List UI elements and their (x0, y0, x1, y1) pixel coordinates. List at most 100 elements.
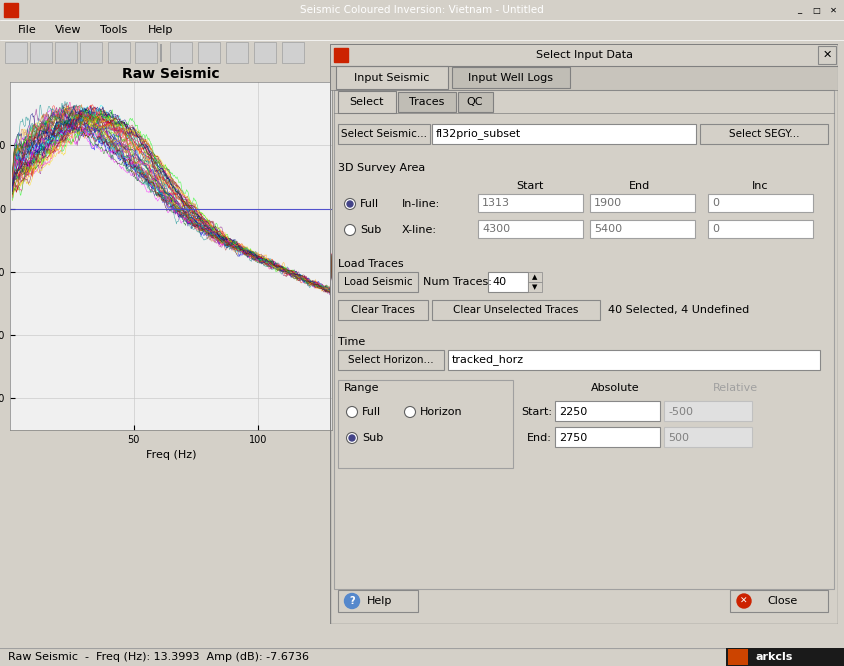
Bar (728, 649, 748, 665)
Bar (284, 46, 300, 60)
Bar (170, 42, 192, 63)
Circle shape (737, 594, 751, 608)
Bar (338, 91, 396, 113)
Text: 0: 0 (712, 198, 719, 208)
Bar (226, 42, 248, 63)
Bar (338, 124, 430, 144)
Bar (331, 45, 837, 66)
Text: Select: Select (349, 97, 384, 107)
Text: 4300: 4300 (482, 224, 510, 234)
Text: Range: Range (344, 383, 380, 393)
Bar (206, 47, 210, 59)
Text: ▲: ▲ (533, 274, 538, 280)
Bar (338, 380, 513, 468)
Text: _: _ (798, 5, 802, 15)
Text: Horizon: Horizon (420, 407, 463, 417)
Bar (452, 67, 570, 88)
Bar (398, 92, 456, 112)
Circle shape (344, 224, 355, 236)
Bar (338, 590, 418, 612)
Text: Start:: Start: (521, 407, 552, 417)
Bar (458, 92, 493, 112)
Bar (201, 47, 205, 59)
Text: Full: Full (360, 199, 379, 209)
Bar (229, 47, 233, 59)
Bar (528, 282, 542, 292)
X-axis label: Freq (Hz): Freq (Hz) (146, 450, 197, 460)
Text: arkcls: arkcls (755, 652, 793, 662)
Text: -500: -500 (668, 407, 693, 417)
Bar (334, 48, 348, 62)
Bar (700, 124, 828, 144)
Text: ✕: ✕ (740, 597, 748, 605)
Bar (432, 300, 600, 320)
Text: Inc: Inc (752, 181, 768, 191)
Text: Input Well Logs: Input Well Logs (468, 73, 554, 83)
Circle shape (347, 432, 358, 444)
Bar (334, 90, 834, 589)
Circle shape (344, 198, 355, 210)
Text: File: File (18, 25, 37, 35)
Text: End: End (630, 181, 651, 191)
Bar (198, 42, 220, 63)
Text: 2750: 2750 (559, 433, 587, 443)
Bar (792, 2, 807, 18)
Bar (708, 220, 813, 238)
Text: Start: Start (517, 181, 544, 191)
Bar (282, 42, 304, 63)
Bar (254, 42, 276, 63)
Text: Traces: Traces (409, 97, 445, 107)
Bar (58, 46, 72, 60)
Text: Seismic Coloured Inversion: Vietnam - Untitled: Seismic Coloured Inversion: Vietnam - Un… (300, 5, 544, 15)
Text: Load Seismic: Load Seismic (344, 277, 413, 287)
Bar (528, 272, 542, 282)
Bar (730, 590, 828, 612)
Text: In-line:: In-line: (402, 199, 441, 209)
Bar (590, 220, 695, 238)
Bar (55, 42, 77, 63)
Text: Close: Close (768, 596, 798, 606)
Text: View: View (55, 25, 82, 35)
Text: Num Traces:: Num Traces: (423, 277, 492, 287)
Text: Load Traces: Load Traces (338, 259, 403, 269)
Bar (80, 42, 102, 63)
Circle shape (349, 435, 355, 441)
Bar (135, 42, 157, 63)
Bar (809, 2, 824, 18)
Text: 40: 40 (492, 277, 506, 287)
Text: 1900: 1900 (594, 198, 622, 208)
Text: 500: 500 (668, 433, 689, 443)
Bar (555, 401, 660, 421)
Bar (338, 300, 428, 320)
Text: Time: Time (338, 337, 365, 347)
Bar (555, 427, 660, 447)
Bar (239, 47, 243, 59)
Bar (331, 66, 837, 90)
Bar (478, 194, 583, 212)
Bar (664, 427, 752, 447)
Bar (211, 47, 215, 59)
Bar (488, 272, 528, 292)
Text: fl32prio_subset: fl32prio_subset (436, 129, 522, 139)
Circle shape (404, 406, 415, 418)
Bar (5, 42, 27, 63)
Bar (4, 3, 18, 17)
Text: Clear Unselected Traces: Clear Unselected Traces (453, 305, 579, 315)
Bar (338, 272, 418, 292)
Bar (708, 194, 813, 212)
Circle shape (344, 593, 360, 609)
Bar (234, 47, 238, 59)
Text: 0: 0 (712, 224, 719, 234)
Circle shape (347, 406, 358, 418)
Text: 5400: 5400 (594, 224, 622, 234)
Text: End:: End: (528, 433, 552, 443)
Text: 2250: 2250 (559, 407, 587, 417)
Bar (83, 48, 97, 58)
Text: ✕: ✕ (822, 50, 831, 60)
Text: □: □ (813, 5, 820, 15)
Text: Full: Full (362, 407, 381, 417)
Text: ?: ? (349, 596, 354, 606)
Circle shape (347, 201, 353, 207)
Bar (432, 124, 696, 144)
Bar (826, 2, 841, 18)
